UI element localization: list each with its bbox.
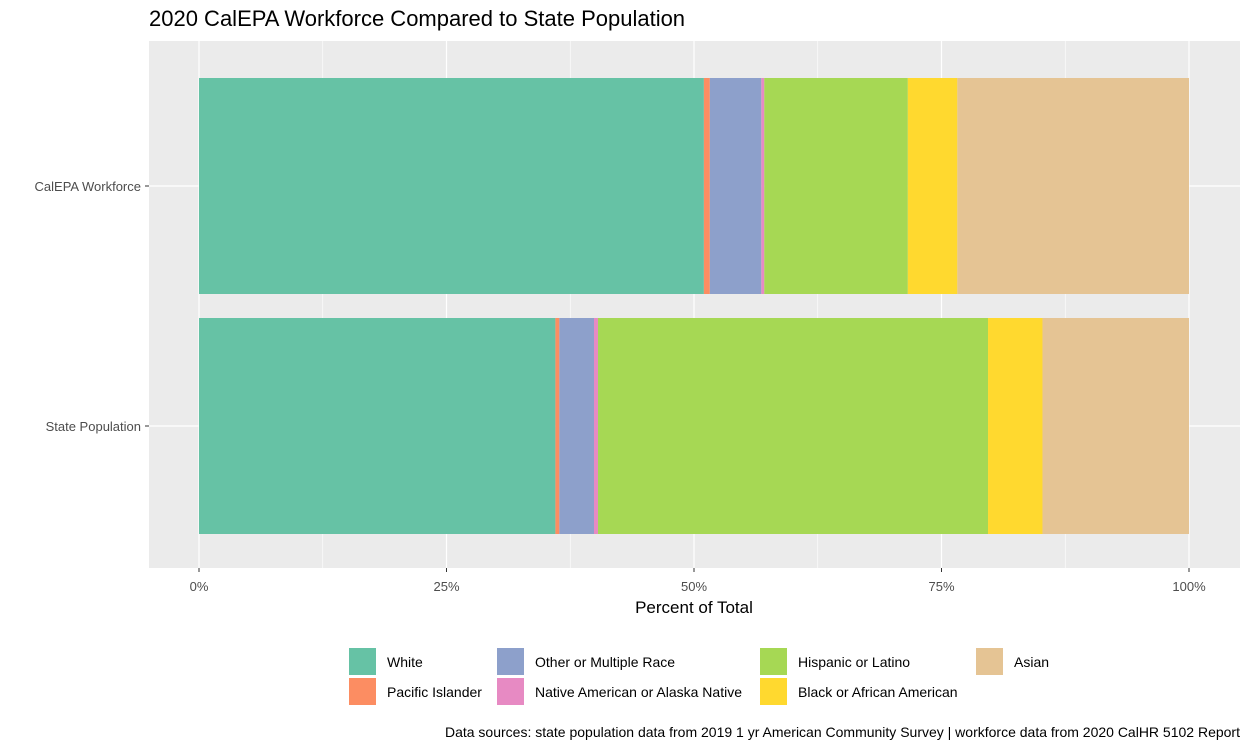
x-tick-label: 100% (1172, 579, 1206, 594)
bar-state-population-hispanic-or-latino (597, 318, 989, 534)
y-axis: CalEPA Workforce State Population (35, 179, 149, 434)
y-tick-label: State Population (46, 419, 141, 434)
chart-title: 2020 CalEPA Workforce Compared to State … (149, 6, 686, 31)
legend-label-asian: Asian (1014, 654, 1049, 670)
legend-key-asian (976, 648, 1003, 675)
bar-calepa-workforce-other-or-multiple-race (709, 78, 762, 294)
x-axis: 0% 25% 50% 75% 100% (190, 568, 1206, 594)
legend-label-black-or-african-american: Black or African American (798, 684, 958, 700)
legend-label-other-or-multiple-race: Other or Multiple Race (535, 654, 675, 670)
bar-state-population-native-american-or-alaska-native (594, 318, 598, 534)
bar-calepa-workforce-pacific-islander (703, 78, 710, 294)
legend-key-white (349, 648, 376, 675)
bar-state-population-other-or-multiple-race (559, 318, 595, 534)
bars (199, 78, 1189, 534)
x-axis-title: Percent of Total (635, 598, 753, 617)
legend-label-white: White (387, 654, 423, 670)
legend-key-other-or-multiple-race (497, 648, 524, 675)
legend-key-black-or-african-american (760, 678, 787, 705)
data-source-caption: Data sources: state population data from… (444, 724, 1240, 740)
bar-state-population-pacific-islander (555, 318, 560, 534)
x-tick-label: 50% (681, 579, 707, 594)
legend-label-pacific-islander: Pacific Islander (387, 684, 482, 700)
x-tick-label: 25% (433, 579, 459, 594)
bar-calepa-workforce-black-or-african-american (907, 78, 958, 294)
legend-label-native-american-or-alaska-native: Native American or Alaska Native (535, 684, 742, 700)
bar-state-population-white (199, 318, 556, 534)
legend: White Pacific Islander Other or Multiple R… (349, 648, 1049, 705)
bar-calepa-workforce-native-american-or-alaska-native (761, 78, 765, 294)
x-tick-label: 0% (190, 579, 209, 594)
legend-key-native-american-or-alaska-native (497, 678, 524, 705)
bar-calepa-workforce-white (199, 78, 704, 294)
y-tick-label: CalEPA Workforce (35, 179, 141, 194)
bar-calepa-workforce-hispanic-or-latino (764, 78, 908, 294)
legend-key-pacific-islander (349, 678, 376, 705)
x-tick-label: 75% (928, 579, 954, 594)
bar-state-population-asian (1042, 318, 1189, 534)
legend-key-hispanic-or-latino (760, 648, 787, 675)
bar-calepa-workforce-asian (957, 78, 1189, 294)
legend-label-hispanic-or-latino: Hispanic or Latino (798, 654, 910, 670)
bar-state-population-black-or-african-american (988, 318, 1043, 534)
